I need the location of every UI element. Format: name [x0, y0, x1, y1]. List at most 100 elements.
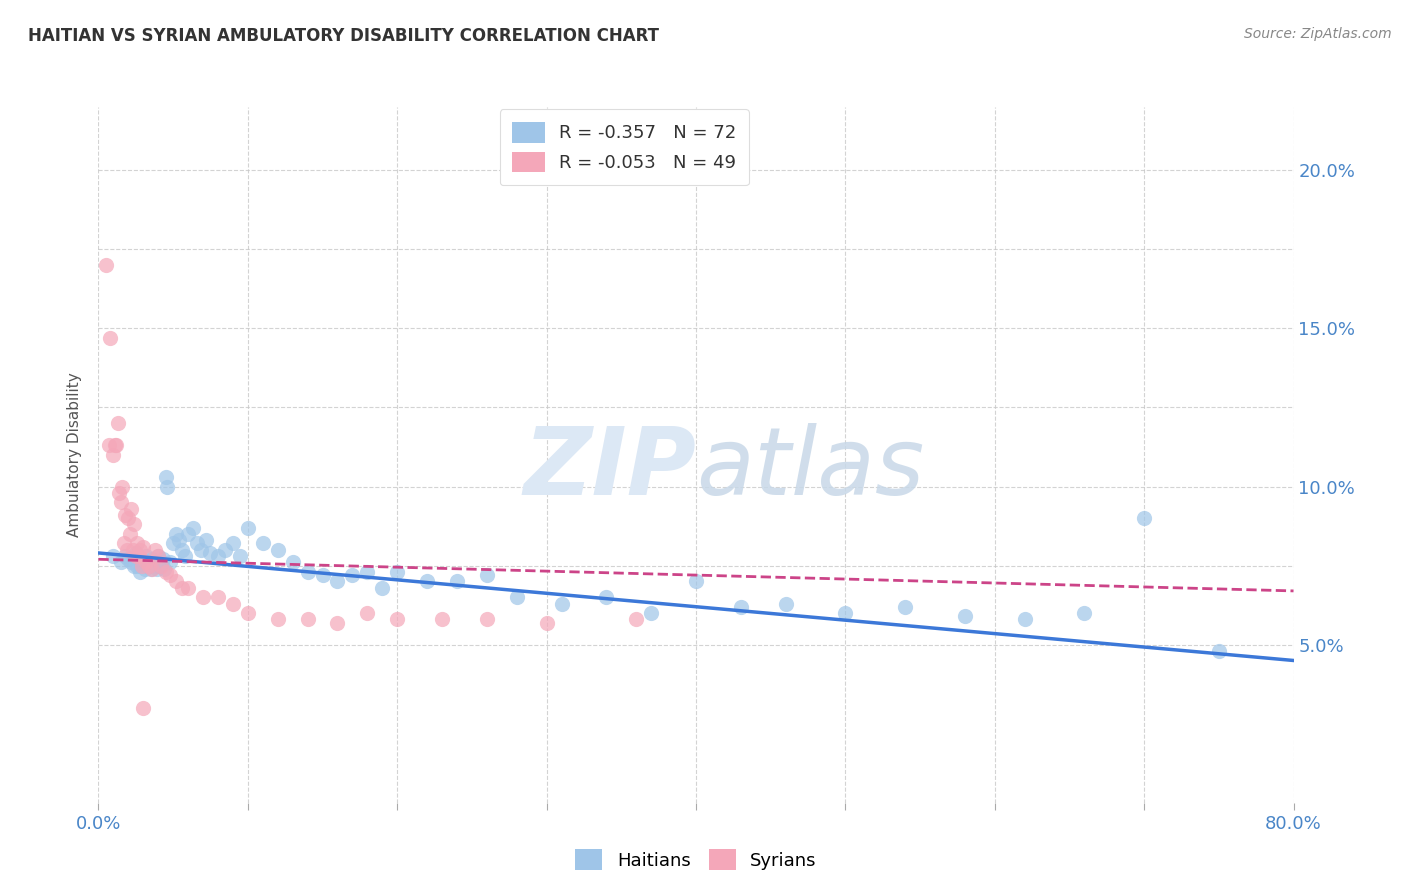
Point — [125, 549, 148, 563]
Point — [145, 562, 167, 576]
Point — [174, 549, 197, 563]
Point — [626, 612, 648, 626]
Point — [207, 591, 229, 605]
Point — [222, 536, 245, 550]
Point — [121, 542, 143, 557]
Point — [267, 612, 290, 626]
Text: HAITIAN VS SYRIAN AMBULATORY DISABILITY CORRELATION CHART: HAITIAN VS SYRIAN AMBULATORY DISABILITY … — [28, 27, 659, 45]
Point — [172, 581, 194, 595]
Point — [100, 331, 122, 345]
Point — [297, 565, 319, 579]
Point — [159, 556, 181, 570]
Point — [207, 549, 229, 563]
Point — [143, 542, 166, 557]
Legend: Haitians, Syrians: Haitians, Syrians — [568, 842, 824, 877]
Point — [136, 558, 159, 573]
Point — [110, 556, 132, 570]
Point — [141, 552, 163, 566]
Point — [550, 597, 572, 611]
Point — [1073, 606, 1095, 620]
Point — [267, 542, 290, 557]
Point — [128, 549, 150, 563]
Point — [105, 438, 128, 452]
Point — [371, 581, 394, 595]
Point — [118, 527, 141, 541]
Point — [120, 556, 142, 570]
Point — [103, 549, 125, 563]
Point — [155, 470, 177, 484]
Point — [124, 517, 146, 532]
Text: ZIP: ZIP — [523, 423, 696, 515]
Point — [120, 501, 142, 516]
Point — [385, 565, 409, 579]
Point — [138, 556, 160, 570]
Point — [114, 508, 136, 522]
Point — [1014, 612, 1036, 626]
Point — [132, 701, 155, 715]
Point — [191, 591, 214, 605]
Point — [195, 533, 218, 548]
Point — [385, 612, 409, 626]
Point — [128, 552, 150, 566]
Point — [117, 511, 139, 525]
Point — [252, 536, 274, 550]
Point — [112, 536, 135, 550]
Point — [97, 438, 120, 452]
Point — [326, 574, 349, 589]
Point — [150, 558, 173, 573]
Point — [141, 562, 163, 576]
Point — [108, 486, 131, 500]
Point — [536, 615, 558, 630]
Point — [125, 546, 148, 560]
Point — [94, 258, 117, 272]
Point — [186, 536, 208, 550]
Point — [685, 574, 707, 589]
Text: atlas: atlas — [696, 424, 924, 515]
Point — [131, 558, 153, 573]
Point — [127, 558, 149, 573]
Point — [129, 565, 152, 579]
Point — [135, 556, 157, 570]
Point — [342, 568, 364, 582]
Point — [172, 542, 194, 557]
Point — [297, 612, 319, 626]
Point — [114, 549, 136, 563]
Point — [177, 527, 200, 541]
Point — [200, 546, 222, 560]
Point — [430, 612, 453, 626]
Point — [356, 565, 378, 579]
Text: Source: ZipAtlas.com: Source: ZipAtlas.com — [1244, 27, 1392, 41]
Point — [149, 558, 172, 573]
Point — [148, 549, 170, 563]
Point — [153, 562, 176, 576]
Point — [640, 606, 662, 620]
Point — [104, 438, 127, 452]
Point — [165, 527, 187, 541]
Point — [190, 542, 212, 557]
Point — [155, 565, 177, 579]
Point — [131, 558, 153, 573]
Point — [229, 549, 252, 563]
Point — [107, 417, 129, 431]
Point — [148, 549, 170, 563]
Point — [111, 479, 134, 493]
Point — [143, 558, 166, 573]
Point — [730, 599, 752, 614]
Point — [775, 597, 797, 611]
Point — [152, 552, 174, 566]
Point — [103, 448, 125, 462]
Point — [159, 568, 181, 582]
Point — [134, 562, 156, 576]
Point — [236, 606, 259, 620]
Point — [127, 536, 149, 550]
Point — [834, 606, 856, 620]
Point — [222, 597, 245, 611]
Point — [177, 581, 200, 595]
Point — [139, 562, 162, 576]
Point — [129, 542, 152, 557]
Point — [446, 574, 468, 589]
Point — [138, 558, 160, 573]
Point — [117, 552, 139, 566]
Point — [115, 542, 138, 557]
Point — [1208, 644, 1230, 658]
